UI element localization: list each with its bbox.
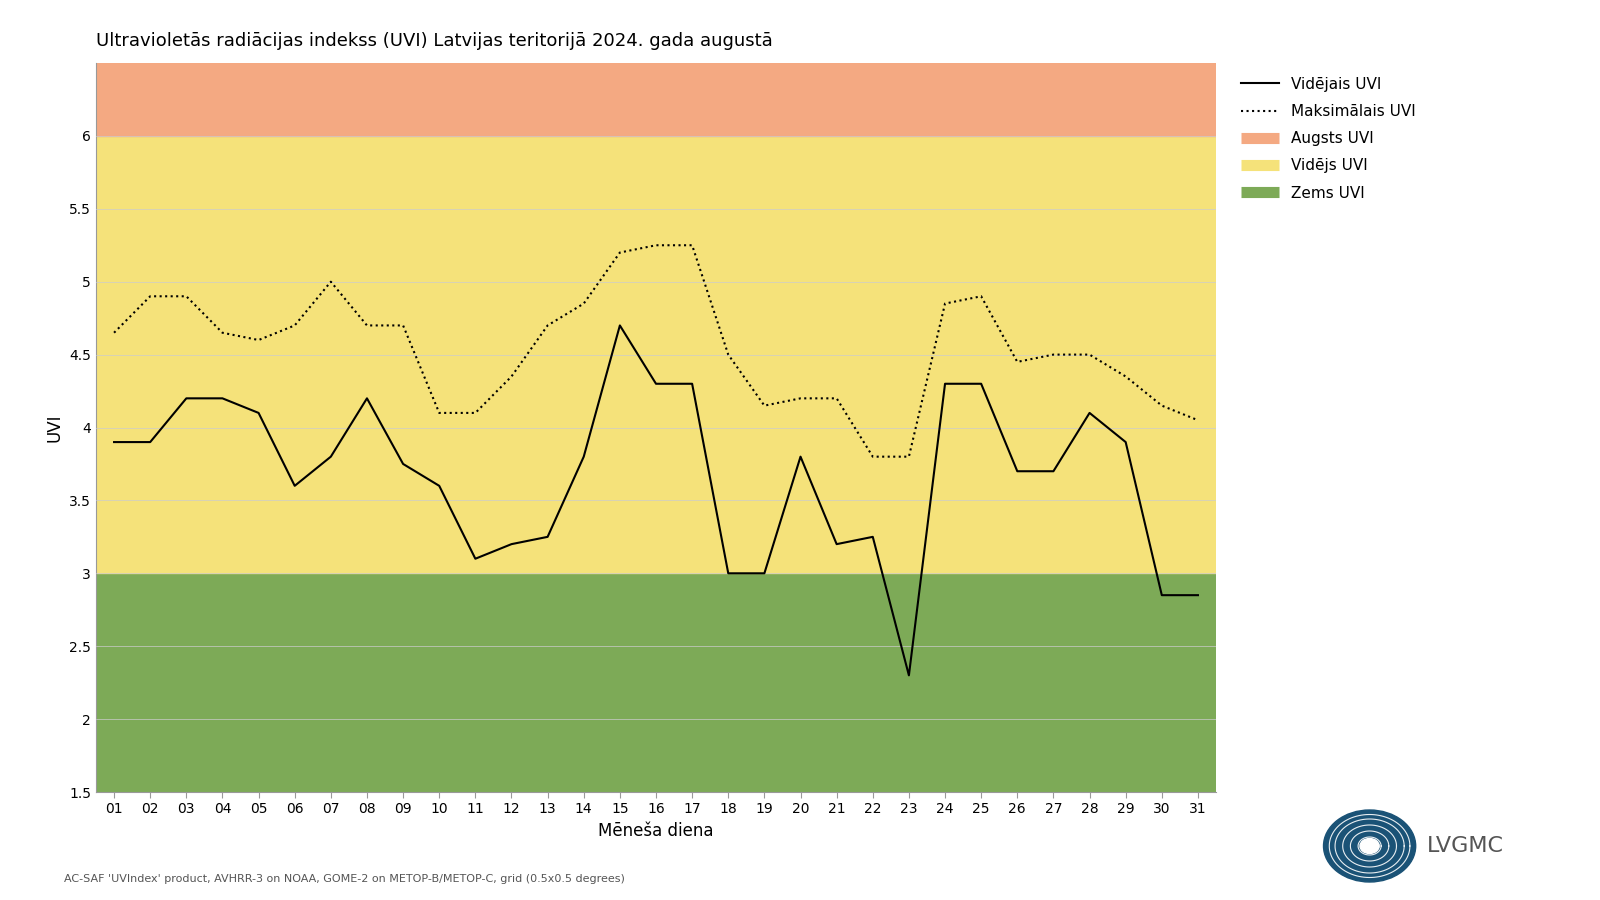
Bar: [96, 573, 1216, 792]
Text: Ultravioletās radiācijas indekss (UVI) Latvijas teritorijā 2024. gada augustā: Ultravioletās radiācijas indekss (UVI) L…: [96, 32, 773, 50]
Text: AC-SAF 'UVIndex' product, AVHRR-3 on NOAA, GOME-2 on METOP-B/METOP-C, grid (0.5x: AC-SAF 'UVIndex' product, AVHRR-3 on NOA…: [64, 874, 626, 884]
Circle shape: [1323, 810, 1416, 882]
X-axis label: Mēneša diena: Mēneša diena: [598, 822, 714, 840]
Bar: [96, 63, 1216, 136]
Text: LVGMC: LVGMC: [1427, 836, 1504, 856]
Legend: Vidējais UVI, Maksimālais UVI, Augsts UVI, Vidējs UVI, Zems UVI: Vidējais UVI, Maksimālais UVI, Augsts UV…: [1235, 70, 1422, 207]
Circle shape: [1360, 839, 1379, 853]
Bar: [96, 136, 1216, 573]
Y-axis label: UVI: UVI: [45, 413, 64, 442]
